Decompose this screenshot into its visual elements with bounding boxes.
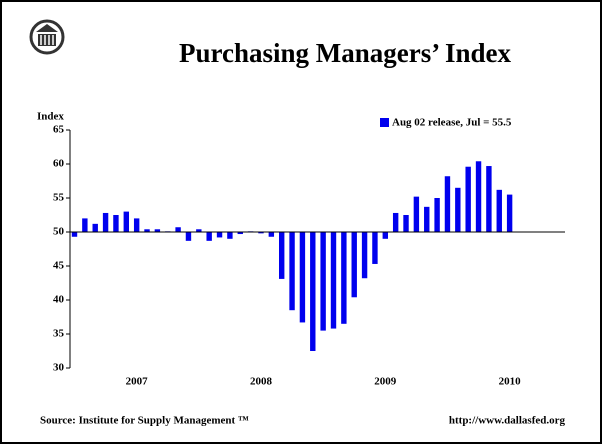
- source: Source: Institute for Supply Management …: [40, 415, 249, 427]
- bar: [465, 166, 471, 232]
- bar: [82, 218, 88, 232]
- chart-title: Purchasing Managers’ Index: [179, 38, 512, 68]
- bar: [475, 161, 482, 232]
- bar: [92, 223, 98, 232]
- bar: [185, 232, 192, 241]
- bar: [351, 232, 357, 298]
- bar: [113, 215, 119, 232]
- bar: [258, 232, 264, 234]
- bar: [392, 212, 399, 232]
- bar: [154, 229, 161, 232]
- bar: [71, 232, 78, 237]
- bar: [434, 198, 440, 232]
- legend-swatch: [380, 118, 389, 127]
- bar: [299, 232, 306, 323]
- bar: [102, 212, 109, 232]
- bar: [444, 176, 451, 232]
- x-tick-label: 2008: [250, 376, 273, 388]
- bar: [413, 196, 420, 232]
- bar: [310, 232, 316, 351]
- bar: [289, 232, 295, 311]
- y-tick-label: 30: [53, 362, 65, 374]
- bar: [144, 229, 150, 232]
- y-tick-label: 60: [53, 158, 65, 170]
- bar: [506, 194, 513, 232]
- bar: [486, 166, 492, 232]
- bar: [455, 187, 461, 232]
- y-tick-label: 45: [53, 260, 65, 272]
- y-axis-label: Index: [37, 111, 64, 123]
- bar: [382, 232, 388, 239]
- bar: [237, 232, 243, 235]
- bar: [227, 232, 233, 239]
- bar: [330, 232, 337, 329]
- bar: [196, 229, 202, 232]
- x-tick-label: 2009: [374, 376, 397, 388]
- bar: [320, 232, 326, 331]
- legend-label: Aug 02 release, Jul = 55.5: [392, 117, 512, 129]
- bar: [206, 232, 212, 241]
- logo: [29, 19, 65, 55]
- y-tick-label: 55: [53, 192, 65, 204]
- bar: [361, 232, 368, 279]
- bar: [175, 227, 181, 232]
- bar: [216, 232, 223, 238]
- bar: [403, 215, 409, 232]
- y-tick-label: 40: [53, 294, 65, 306]
- y-tick-label: 35: [53, 328, 65, 340]
- y-tick-label: 50: [53, 226, 65, 238]
- bar: [372, 232, 378, 264]
- bar: [268, 232, 275, 237]
- bar: [123, 211, 129, 232]
- x-tick-label: 2010: [499, 376, 522, 388]
- x-tick-label: 2007: [126, 376, 149, 388]
- bar: [133, 218, 140, 232]
- bar: [496, 189, 502, 232]
- bar: [424, 206, 430, 232]
- bar: [279, 232, 285, 279]
- y-tick-label: 65: [53, 124, 65, 136]
- url: http://www.dallasfed.org: [449, 415, 566, 427]
- bar: [341, 232, 347, 324]
